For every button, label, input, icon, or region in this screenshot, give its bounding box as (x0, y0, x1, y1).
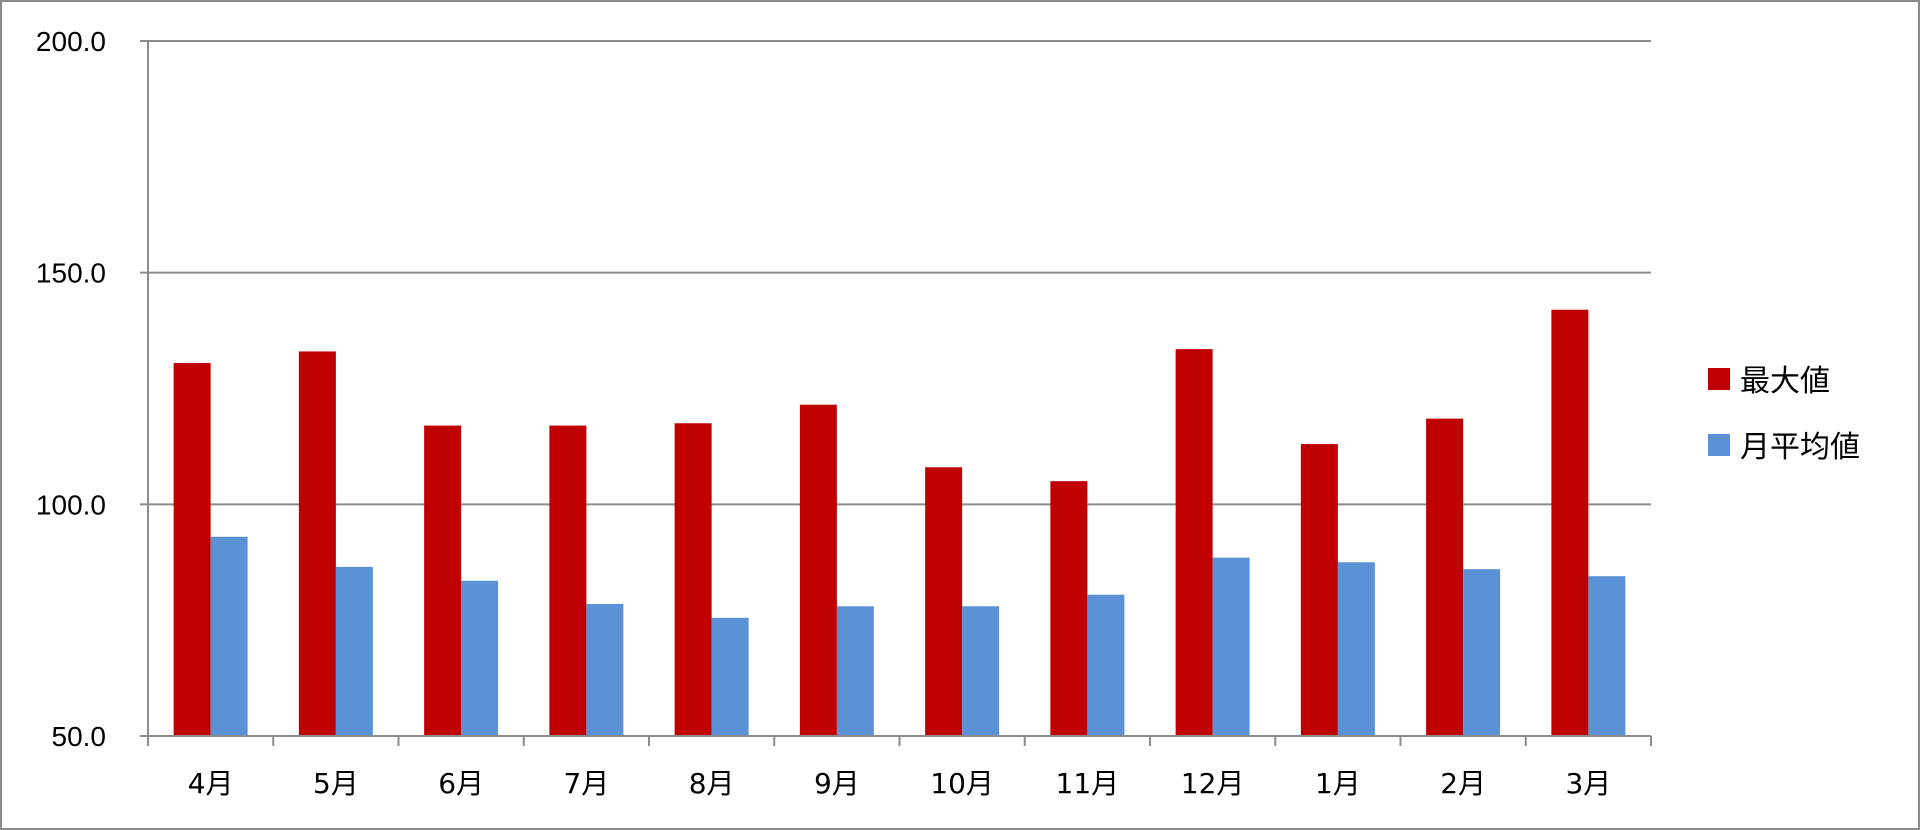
legend-label-1: 月平均値 (1740, 430, 1860, 465)
x-tick-labels: 4月 5月 6月 7月 8月 9月 10月 11月 12月 1月 2月 3月 (188, 767, 1612, 800)
legend-label-0: 最大値 (1740, 364, 1830, 399)
legend-swatch-1 (1708, 434, 1730, 456)
bar-max-1 (298, 351, 336, 736)
bar-avg-2 (461, 580, 499, 736)
bars (173, 309, 1626, 736)
x-tick-label: 12月 (1181, 767, 1245, 800)
bar-max-6 (925, 467, 963, 736)
bar-avg-6 (962, 606, 1000, 736)
axes (140, 40, 1652, 746)
x-tick-label: 1月 (1315, 767, 1361, 800)
x-tick-label: 11月 (1056, 767, 1120, 800)
y-tick-label: 200.0 (36, 26, 106, 57)
bar-avg-7 (1087, 594, 1125, 736)
gridlines (148, 40, 1651, 506)
bar-max-11 (1551, 309, 1589, 736)
bar-avg-8 (1212, 557, 1250, 736)
x-tick-label: 3月 (1565, 767, 1611, 800)
bar-avg-1 (335, 566, 373, 736)
bar-max-5 (799, 404, 837, 736)
x-tick-label: 5月 (313, 767, 359, 800)
bar-avg-10 (1463, 569, 1501, 736)
bar-avg-11 (1588, 576, 1626, 736)
bar-max-2 (424, 425, 462, 736)
y-tick-label: 100.0 (36, 489, 106, 520)
bar-max-9 (1300, 444, 1338, 736)
x-tick-label: 4月 (188, 767, 234, 800)
y-tick-label: 50.0 (52, 721, 107, 752)
y-tick-label: 150.0 (36, 258, 106, 289)
x-tick-label: 10月 (930, 767, 994, 800)
bar-max-7 (1050, 481, 1088, 736)
x-tick-label: 2月 (1440, 767, 1486, 800)
bar-avg-5 (836, 606, 874, 736)
bar-max-10 (1426, 418, 1464, 736)
bar-max-0 (173, 363, 211, 736)
bar-max-8 (1175, 349, 1213, 736)
bar-max-3 (549, 425, 587, 736)
bar-avg-3 (586, 603, 624, 736)
bar-max-4 (674, 423, 712, 736)
x-tick-label: 9月 (814, 767, 860, 800)
x-tick-label: 7月 (563, 767, 609, 800)
y-tick-labels: 50.0 100.0 150.0 200.0 (36, 26, 106, 752)
bar-avg-4 (711, 617, 749, 736)
x-tick-label: 6月 (438, 767, 484, 800)
legend-swatch-0 (1708, 368, 1730, 390)
bar-avg-0 (210, 536, 248, 736)
x-tick-label: 8月 (689, 767, 735, 800)
bar-avg-9 (1337, 562, 1375, 736)
